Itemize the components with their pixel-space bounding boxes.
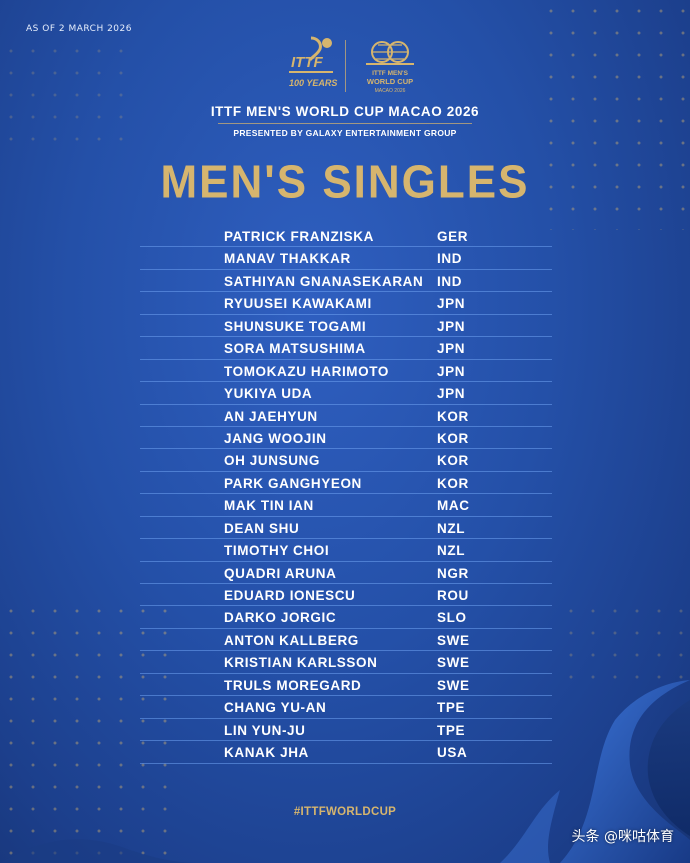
player-name: ANTON KALLBERG <box>224 632 359 648</box>
wc-logo-line3: MACAO 2026 <box>375 88 406 94</box>
decorative-dots-top-right <box>540 0 690 230</box>
player-row: AN JAEHYUN KOR <box>140 405 552 427</box>
player-row: YUKIYA UDA JPN <box>140 382 552 405</box>
ittf-logo-subtext: 100 YEARS <box>289 78 337 88</box>
player-row: CHANG YU-AN TPE <box>140 696 552 719</box>
player-row: PARK GANGHYEON KOR <box>140 472 552 495</box>
player-row: DARKO JORGIC SLO <box>140 606 552 629</box>
player-country: TPE <box>437 722 466 738</box>
player-name: MANAV THAKKAR <box>224 251 351 267</box>
wc-logo-line2: WORLD CUP <box>367 77 413 86</box>
player-name: SATHIYAN GNANASEKARAN <box>224 273 424 289</box>
player-country: IND <box>437 251 463 267</box>
player-country: SWE <box>437 632 470 648</box>
player-country: JPN <box>437 386 466 402</box>
player-row: TRULS MOREGARD SWE <box>140 674 552 697</box>
decorative-dots-bottom-right <box>560 600 690 680</box>
player-name: RYUUSEI KAWAKAMI <box>224 296 372 312</box>
player-row: KRISTIAN KARLSSON SWE <box>140 651 552 674</box>
player-name: PATRICK FRANZISKA <box>224 229 374 244</box>
player-name: LIN YUN-JU <box>224 722 306 738</box>
player-country: USA <box>437 745 468 761</box>
player-name: SORA MATSUSHIMA <box>224 341 366 357</box>
logo-group: ITTF 100 YEARS ITTF MEN'S WORLD CUP MACA… <box>0 34 690 100</box>
player-row: SORA MATSUSHIMA JPN <box>140 337 552 360</box>
source-watermark: 头条 @咪咕体育 <box>571 829 674 845</box>
player-name: KANAK JHA <box>224 745 309 761</box>
player-country: NZL <box>437 520 466 536</box>
as-of-date: AS OF 2 MARCH 2026 <box>26 24 132 34</box>
ittf-logo-text: ITTF <box>291 54 323 71</box>
player-name: YUKIYA UDA <box>224 386 313 402</box>
player-row: KANAK JHA USA <box>140 741 552 764</box>
player-row: JANG WOOJIN KOR <box>140 427 552 450</box>
player-country: TPE <box>437 700 466 716</box>
player-row: DEAN SHU NZL <box>140 517 552 540</box>
player-list: PATRICK FRANZISKA GER MANAV THAKKAR IND SATH… <box>140 225 552 764</box>
event-title: ITTF MEN'S WORLD CUP MACAO 2026 <box>210 104 480 119</box>
decorative-dots-bottom-left <box>0 600 180 863</box>
player-country: IND <box>437 273 463 289</box>
player-row: QUADRI ARUNA NGR <box>140 562 552 584</box>
player-country: ROU <box>437 588 469 603</box>
player-row: TIMOTHY CHOI NZL <box>140 539 552 562</box>
player-row: MAK TIN IAN MAC <box>140 494 552 517</box>
player-row: OH JUNSUNG KOR <box>140 449 552 472</box>
player-country: NZL <box>437 543 466 559</box>
player-country: MAC <box>437 498 470 514</box>
player-row: SATHIYAN GNANASEKARAN IND <box>140 270 552 293</box>
player-country: KOR <box>437 453 469 469</box>
player-row: EDUARD IONESCU ROU <box>140 584 552 607</box>
page-title: MEN'S SINGLES <box>160 156 530 209</box>
player-country: KOR <box>437 475 469 491</box>
player-country: KOR <box>437 430 469 446</box>
player-row: SHUNSUKE TOGAMI JPN <box>140 315 552 338</box>
decorative-dots-top-left <box>0 40 130 150</box>
player-name: JANG WOOJIN <box>224 430 327 446</box>
title-divider <box>218 123 472 124</box>
logo-divider <box>345 40 346 92</box>
player-country: JPN <box>437 296 466 312</box>
wc-logo-line1: ITTF MEN'S <box>372 70 409 77</box>
player-name: QUADRI ARUNA <box>224 565 337 581</box>
player-name: OH JUNSUNG <box>224 453 321 469</box>
player-country: JPN <box>437 318 466 334</box>
player-name: TOMOKAZU HARIMOTO <box>224 363 389 379</box>
player-row: LIN YUN-JU TPE <box>140 719 552 742</box>
player-country: SWE <box>437 677 470 693</box>
player-name: EDUARD IONESCU <box>224 588 356 603</box>
player-name: DARKO JORGIC <box>224 610 337 626</box>
player-name: PARK GANGHYEON <box>224 475 362 491</box>
player-name: AN JAEHYUN <box>224 408 318 424</box>
player-name: MAK TIN IAN <box>224 498 314 514</box>
player-country: KOR <box>437 408 469 424</box>
presented-by: PRESENTED BY GALAXY ENTERTAINMENT GROUP <box>233 128 457 138</box>
player-row: PATRICK FRANZISKA GER <box>140 225 552 248</box>
player-country: SWE <box>437 655 470 671</box>
player-name: CHANG YU-AN <box>224 700 327 716</box>
player-name: DEAN SHU <box>224 520 300 536</box>
hashtag: #ITTFWORLDCUP <box>293 806 397 818</box>
world-cup-macao-logo: ITTF MEN'S WORLD CUP MACAO 2026 <box>366 41 414 94</box>
player-row: RYUUSEI KAWAKAMI JPN <box>140 292 552 315</box>
player-country: JPN <box>437 363 466 379</box>
player-row: TOMOKAZU HARIMOTO JPN <box>140 360 552 383</box>
ittf-centenary-logo: ITTF 100 YEARS <box>289 36 337 88</box>
player-country: GER <box>437 229 469 244</box>
player-country: NGR <box>437 565 469 581</box>
player-row: MANAV THAKKAR IND <box>140 247 552 270</box>
player-name: KRISTIAN KARLSSON <box>224 655 378 671</box>
player-name: TIMOTHY CHOI <box>224 543 330 559</box>
player-name: TRULS MOREGARD <box>224 677 362 693</box>
player-country: SLO <box>437 610 467 626</box>
player-row: ANTON KALLBERG SWE <box>140 629 552 652</box>
player-name: SHUNSUKE TOGAMI <box>224 318 367 334</box>
player-country: JPN <box>437 341 466 357</box>
